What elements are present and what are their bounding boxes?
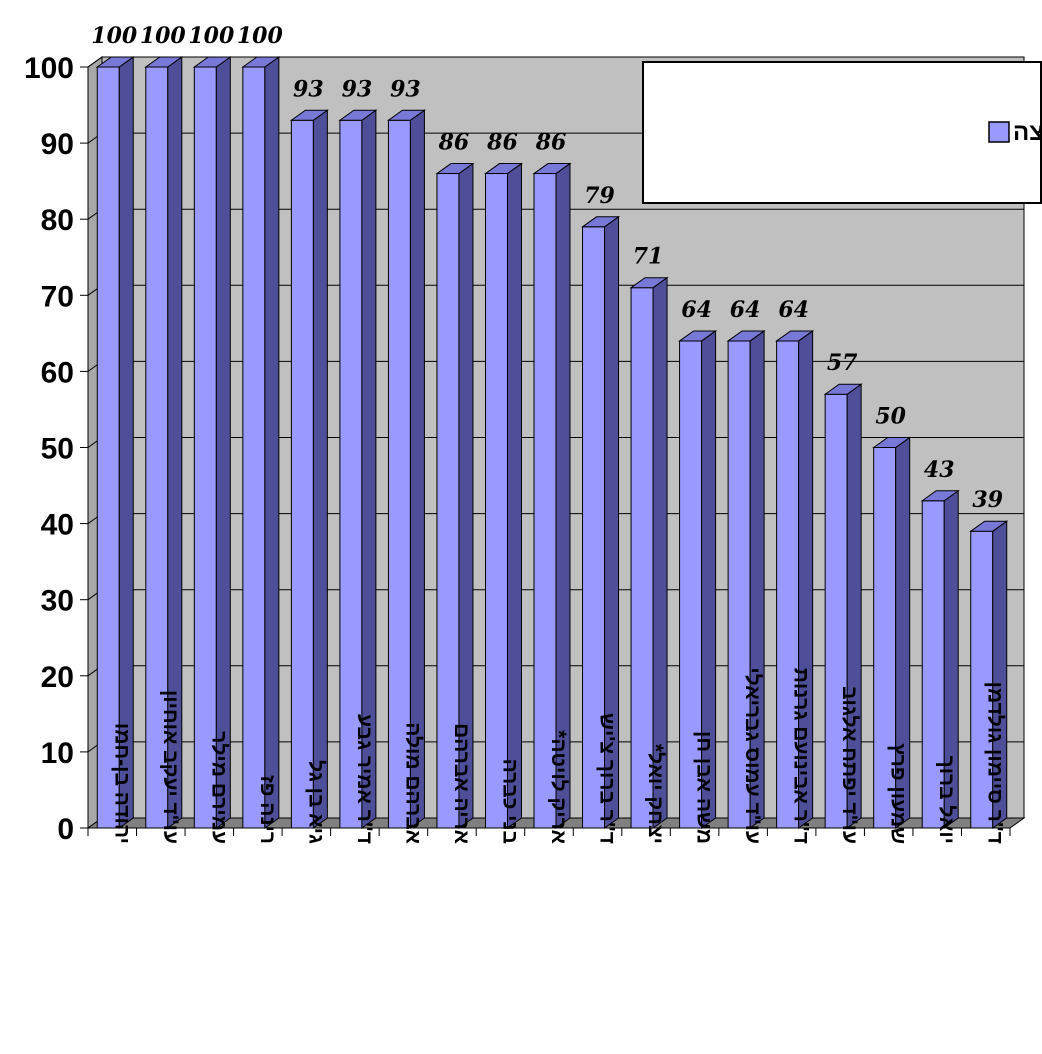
data-label: 86 xyxy=(535,130,567,156)
y-tick-label: 100 xyxy=(24,52,74,85)
x-tick-label: בני כברה xyxy=(498,759,521,844)
bar-side xyxy=(215,56,231,829)
data-label: 100 xyxy=(237,23,284,49)
x-tick-label: עו"ד יפתח אלגוב xyxy=(838,686,861,844)
data-label: 79 xyxy=(584,183,615,209)
x-tick-label: ד"ר אבינועם גרנות xyxy=(790,668,813,844)
y-tick-label: 30 xyxy=(41,585,74,618)
bar-top xyxy=(823,383,863,395)
y-tick-label: 90 xyxy=(41,128,74,161)
y-tick-label: 40 xyxy=(41,509,74,542)
bar-top xyxy=(483,163,524,175)
bar-side xyxy=(312,109,328,829)
bar-top xyxy=(95,56,135,68)
bar-top xyxy=(435,163,475,175)
data-label: 64 xyxy=(730,297,761,323)
data-label: 86 xyxy=(486,130,518,156)
bar-top xyxy=(775,330,815,342)
bar-top xyxy=(289,109,329,121)
bar xyxy=(96,66,120,829)
bar-top xyxy=(386,109,426,121)
x-tick-label: ד"ר אמיר גבע xyxy=(353,714,376,844)
x-tick-label: רינה פז xyxy=(256,775,279,844)
data-label: 39 xyxy=(972,487,1003,513)
bar-top xyxy=(629,277,669,289)
legend-swatch xyxy=(988,121,1010,143)
x-tick-label: ד"ר סיימון גולדמן xyxy=(984,682,1007,844)
data-label: 71 xyxy=(633,244,664,270)
y-tick-label: 70 xyxy=(41,280,74,313)
bar-top xyxy=(144,56,184,68)
x-tick-label: יהודה בן-חמו xyxy=(110,723,133,844)
x-tick-label: משה אבן חן xyxy=(693,731,716,844)
legend-box xyxy=(642,61,1042,204)
x-tick-label: יואל ברוך xyxy=(935,756,958,844)
data-label: 93 xyxy=(342,76,373,102)
bar-top xyxy=(532,163,572,175)
legend-label: אחוז נוכחות חבר המועצה xyxy=(1013,119,1042,146)
x-tick-label: אריק לויטה* xyxy=(547,730,570,844)
data-label: 43 xyxy=(924,457,955,483)
data-label: 100 xyxy=(140,23,187,49)
x-tick-label: יצחק יואל* xyxy=(644,744,667,844)
y-tick-label: 20 xyxy=(41,661,74,694)
data-label: 100 xyxy=(91,23,138,49)
bar-top xyxy=(241,56,281,68)
bar xyxy=(193,66,217,829)
bar-top xyxy=(726,330,766,342)
bar-side xyxy=(555,162,571,829)
data-label: 100 xyxy=(188,23,235,49)
bar-top xyxy=(338,109,378,121)
bar-side xyxy=(264,56,280,829)
x-tick-label: עו"ד יעקב אוחיון xyxy=(159,690,182,844)
data-label: 57 xyxy=(827,350,858,376)
x-tick-label: עמירם מילר xyxy=(207,731,230,844)
bar xyxy=(242,66,266,829)
data-label: 86 xyxy=(438,130,470,156)
x-tick-label: גיא בן גל xyxy=(304,760,327,844)
x-tick-label: עו"ד עמוס גבריאלי xyxy=(741,667,764,844)
bar-side xyxy=(409,109,425,829)
y-tick-label: 60 xyxy=(41,356,74,389)
gridline xyxy=(87,56,1024,68)
y-tick-label: 50 xyxy=(41,433,74,466)
bar-top xyxy=(920,490,960,502)
data-label: 50 xyxy=(875,404,906,430)
bar-top xyxy=(872,437,912,448)
x-tick-label: ד"ר ברוך צ'יש xyxy=(596,713,619,844)
data-label: 93 xyxy=(293,76,324,102)
x-tick-label: שמעון פרץ xyxy=(887,743,910,844)
bar-side xyxy=(506,162,522,829)
bar-top xyxy=(192,56,232,68)
bar xyxy=(484,173,508,829)
data-label: 64 xyxy=(778,297,809,323)
x-tick-label: אריה אברהם xyxy=(450,723,473,844)
data-label: 64 xyxy=(681,297,712,323)
y-tick-label: 80 xyxy=(41,204,74,237)
y-tick-label: 10 xyxy=(41,737,74,770)
bar-top xyxy=(969,520,1009,532)
x-tick-label: אברהם מולה xyxy=(401,722,424,844)
y-tick-label: 0 xyxy=(57,813,74,846)
bar-top xyxy=(678,330,718,342)
bar-side xyxy=(118,56,134,829)
bar xyxy=(290,119,314,829)
bar-top xyxy=(580,216,621,228)
data-label: 93 xyxy=(390,76,421,102)
